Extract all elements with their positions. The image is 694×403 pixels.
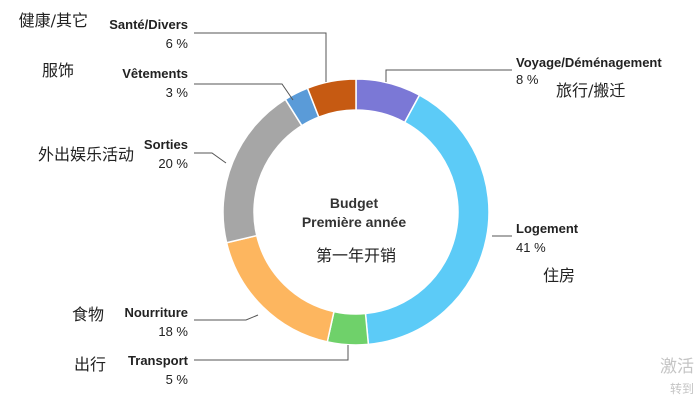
center-title-line2: Première année bbox=[302, 214, 406, 230]
leader-sorties bbox=[194, 152, 227, 164]
label-vetements-cn: 服饰 bbox=[42, 61, 74, 80]
leader-nourriture bbox=[194, 314, 259, 321]
label-transport-pct: 5 % bbox=[166, 372, 189, 387]
label-sante-name: Santé/Divers bbox=[109, 17, 188, 32]
label-vetements-name: Vêtements bbox=[122, 66, 188, 81]
label-sorties-cn: 外出娱乐活动 bbox=[38, 145, 134, 164]
label-sorties-name: Sorties bbox=[144, 137, 188, 152]
leader-vetements bbox=[194, 83, 294, 101]
slice-sante bbox=[306, 78, 357, 118]
label-nourriture-pct: 18 % bbox=[158, 324, 188, 339]
label-logement-cn: 住房 bbox=[543, 266, 575, 285]
label-voyage-name: Voyage/Déménagement bbox=[516, 55, 662, 70]
label-logement-pct: 41 % bbox=[516, 240, 546, 255]
label-sante-cn: 健康/其它 bbox=[19, 11, 88, 30]
watermark-line1: 激活 bbox=[660, 357, 694, 377]
donut-slices bbox=[222, 78, 490, 346]
label-transport-cn: 出行 bbox=[74, 355, 106, 374]
label-nourriture-cn: 食物 bbox=[72, 305, 104, 324]
label-nourriture-name: Nourriture bbox=[124, 305, 188, 320]
slice-sorties bbox=[222, 98, 303, 244]
leader-voyage bbox=[385, 69, 512, 82]
label-voyage-cn: 旅行/搬迁 bbox=[556, 81, 625, 100]
label-transport-name: Transport bbox=[128, 353, 189, 368]
watermark-line2: 转到 bbox=[670, 381, 694, 396]
leader-sante bbox=[194, 32, 327, 82]
label-sante-pct: 6 % bbox=[166, 36, 189, 51]
label-vetements-pct: 3 % bbox=[166, 85, 189, 100]
label-voyage-pct: 8 % bbox=[516, 72, 539, 87]
leader-transport bbox=[194, 345, 349, 361]
slice-logement bbox=[364, 94, 490, 346]
label-sorties-pct: 20 % bbox=[158, 156, 188, 171]
label-logement-name: Logement bbox=[516, 221, 579, 236]
center-subtitle-cn: 第一年开销 bbox=[316, 246, 396, 265]
center-title-line1: Budget bbox=[330, 195, 379, 211]
leader-lines bbox=[194, 32, 512, 361]
